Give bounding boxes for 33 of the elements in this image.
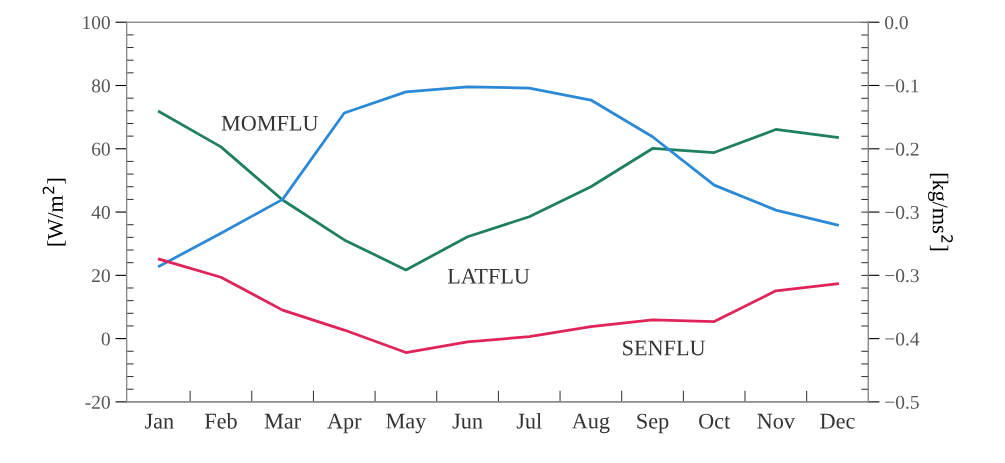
y2-tick-label: −0.2 bbox=[885, 142, 919, 156]
x-tick-label: Jun bbox=[452, 413, 483, 429]
annotation: LATFLU bbox=[447, 268, 530, 284]
y-tick-label: -20 bbox=[85, 395, 110, 409]
y2-tick-label: −0.3 bbox=[885, 269, 919, 283]
x-tick-label: Jul bbox=[516, 413, 542, 429]
y-tick-label: 40 bbox=[91, 205, 110, 219]
line-series bbox=[157, 257, 839, 354]
y-tick-label: 20 bbox=[92, 269, 110, 283]
y2-tick-label: −0.5 bbox=[885, 395, 919, 409]
x-tick-label: Jan bbox=[144, 413, 174, 429]
annotation: SENFLU bbox=[623, 340, 706, 356]
x-tick-label: Sep bbox=[637, 413, 669, 434]
x-tick-label: Feb bbox=[204, 413, 237, 429]
y-tick-label: 100 bbox=[83, 16, 110, 30]
x-tick-label: Aug bbox=[571, 413, 610, 434]
x-tick-label: Dec bbox=[820, 413, 855, 429]
line-series bbox=[157, 85, 839, 268]
x-tick-label: Apr bbox=[327, 413, 362, 434]
x-tick-label: Nov bbox=[757, 413, 795, 429]
y-tick-label: 60 bbox=[92, 142, 110, 156]
y2-tick-label: −0.3 bbox=[885, 205, 919, 220]
y2-tick-label: 0.0 bbox=[885, 16, 908, 30]
y2-tick-label: −0.1 bbox=[885, 79, 919, 93]
y2-axis-title: [kg/ms$^{2}$] bbox=[928, 173, 953, 251]
y-tick-label: 0 bbox=[101, 332, 110, 346]
y2-tick-label: −0.4 bbox=[885, 332, 920, 346]
y-tick-label: 80 bbox=[91, 79, 110, 93]
x-tick-label: Oct bbox=[699, 413, 731, 429]
annotation: MOMFLU bbox=[221, 115, 319, 131]
y-axis-title: [W/m$^{2}$] bbox=[42, 178, 66, 246]
x-tick-label: Mar bbox=[264, 413, 301, 429]
x-tick-label: May bbox=[386, 413, 427, 434]
